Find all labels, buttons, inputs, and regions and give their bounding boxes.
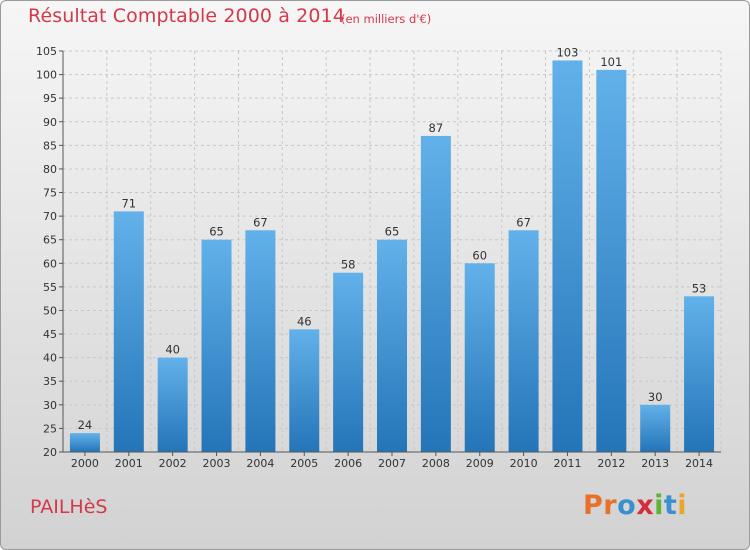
x-tick-label: 2001: [115, 457, 143, 470]
y-tick-label: 20: [43, 446, 57, 459]
bar-value-label: 40: [165, 343, 180, 357]
x-tick-label: 2002: [159, 457, 187, 470]
x-tick-label: 2013: [641, 457, 669, 470]
bar: [640, 404, 671, 452]
bar: [596, 69, 627, 452]
x-tick-label: 2004: [246, 457, 274, 470]
bar: [113, 211, 144, 452]
y-tick-label: 35: [43, 375, 57, 388]
bar-value-label: 67: [516, 215, 531, 229]
y-tick-label: 55: [43, 281, 57, 294]
chart-title: Résultat Comptable 2000 à 2014: [28, 5, 345, 27]
bar: [289, 329, 320, 452]
bar: [464, 263, 495, 452]
bar-value-label: 53: [692, 281, 707, 295]
y-tick-label: 80: [43, 163, 57, 176]
logo-letter: i: [654, 490, 664, 521]
proxiti-logo: Proxiti: [583, 490, 687, 521]
bars: 24 71 40 65 67 46 58 65 87 60 67 103 101 30 53: [69, 45, 715, 452]
logo-letter: t: [663, 490, 678, 521]
bar-value-label: 60: [472, 248, 487, 262]
y-tick-label: 95: [43, 92, 57, 105]
bar: [245, 230, 276, 452]
logo-letter: r: [603, 490, 618, 521]
x-tick-label: 2011: [553, 457, 581, 470]
x-tick-label: 2000: [71, 457, 99, 470]
bar-value-label: 65: [209, 225, 224, 239]
logo-letter: P: [583, 490, 604, 521]
y-tick-label: 30: [43, 399, 57, 412]
bar: [508, 230, 539, 452]
y-tick-label: 25: [43, 422, 57, 435]
x-tick-label: 2007: [378, 457, 406, 470]
y-tick-label: 40: [43, 352, 57, 365]
bar: [69, 433, 100, 452]
y-tick-label: 75: [43, 187, 57, 200]
y-tick-label: 85: [43, 139, 57, 152]
x-tick-label: 2010: [510, 457, 538, 470]
y-tick-label: 65: [43, 234, 57, 247]
y-tick-label: 90: [43, 116, 57, 129]
bar: [420, 135, 451, 452]
logo-letter: o: [617, 490, 637, 521]
x-tick-label: 2005: [290, 457, 318, 470]
y-tick-label: 105: [36, 45, 57, 58]
bar-value-label: 103: [556, 45, 578, 59]
x-tick-label: 2006: [334, 457, 362, 470]
y-tick-label: 60: [43, 257, 57, 270]
bar-value-label: 58: [341, 258, 356, 272]
bar: [157, 357, 188, 452]
bar-value-label: 101: [600, 55, 622, 69]
bar: [377, 239, 407, 452]
logo-letter: i: [677, 490, 688, 521]
bar-value-label: 46: [297, 314, 312, 328]
bar-value-label: 24: [78, 418, 93, 432]
place-name: PAILHèS: [30, 496, 108, 518]
y-tick-label: 45: [43, 328, 57, 341]
x-tick-label: 2008: [422, 457, 450, 470]
x-tick-label: 2012: [597, 457, 625, 470]
bar: [333, 272, 364, 452]
bar: [552, 60, 583, 452]
y-tick-label: 100: [36, 69, 57, 82]
y-tick-label: 70: [43, 210, 57, 223]
axes: 20 25 30 35 40 45 50 55 60 65 70 75 80 85 90 95 100 105 20…: [36, 45, 721, 470]
bar-value-label: 87: [429, 121, 444, 135]
x-tick-label: 2009: [466, 457, 494, 470]
bar-value-label: 67: [253, 215, 268, 229]
x-tick-label: 2003: [203, 457, 231, 470]
bar: [201, 239, 232, 452]
x-tick-label: 2014: [685, 457, 713, 470]
y-tick-label: 50: [43, 304, 57, 317]
logo-letter: x: [636, 490, 655, 521]
bar: [684, 296, 715, 452]
chart-unit-label: (en milliers d'€): [341, 12, 432, 26]
bar-value-label: 65: [385, 225, 400, 239]
bar-value-label: 30: [648, 390, 663, 404]
bar-value-label: 71: [121, 196, 136, 210]
